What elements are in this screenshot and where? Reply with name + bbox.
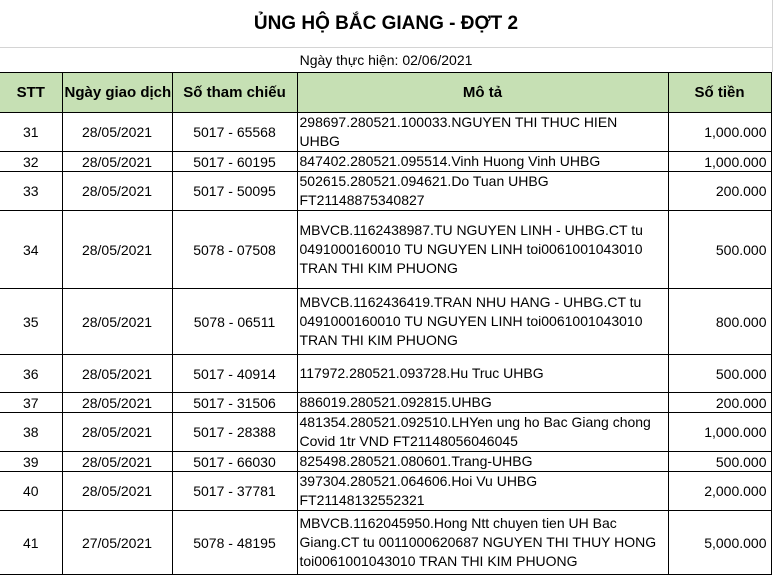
cell-date[interactable]: 28/05/2021 [61,288,173,355]
column-header-date[interactable]: Ngày giao dịch [61,72,173,113]
cell-description[interactable]: 825498.280521.080601.Trang-UHBG [296,451,669,472]
cell-date[interactable]: 28/05/2021 [61,471,173,511]
cell-description[interactable]: 847402.280521.095514.Vinh Huong Vinh UHB… [296,151,669,172]
cell-stt[interactable]: 34 [0,210,63,289]
header-row: STT Ngày giao dịch Số tham chiếu Mô tả S… [0,72,772,113]
cell-date[interactable]: 28/05/2021 [61,171,173,211]
cell-reference[interactable]: 5078 - 48195 [171,510,298,575]
cell-amount[interactable]: 1,000.000 [667,112,772,152]
cell-date[interactable]: 28/05/2021 [61,392,173,413]
cell-description[interactable]: 502615.280521.094621.Do Tuan UHBG FT2114… [296,171,669,211]
cell-date[interactable]: 28/05/2021 [61,354,173,393]
cell-amount[interactable]: 200.000 [667,171,772,211]
cell-description[interactable]: 298697.280521.100033.NGUYEN THI THUC HIE… [296,112,669,152]
cell-stt[interactable]: 32 [0,151,63,172]
table-row: 31 28/05/2021 5017 - 65568 298697.280521.10… [0,112,772,152]
cell-description[interactable]: 397304.280521.064606.Hoi Vu UHBG FT21148… [296,471,669,511]
cell-amount[interactable]: 800.000 [667,288,772,355]
cell-reference[interactable]: 5017 - 50095 [171,171,298,211]
cell-date[interactable]: 28/05/2021 [61,412,173,452]
table-row: 41 27/05/2021 5078 - 48195 MBVCB.1162045950… [0,510,772,575]
column-header-amount[interactable]: Số tiền [667,72,772,113]
cell-reference[interactable]: 5078 - 06511 [171,288,298,355]
cell-date[interactable]: 28/05/2021 [61,451,173,472]
cell-reference[interactable]: 5017 - 28388 [171,412,298,452]
cell-reference[interactable]: 5017 - 40914 [171,354,298,393]
table-row: 33 28/05/2021 5017 - 50095 502615.280521.09… [0,171,772,211]
donation-table: STT Ngày giao dịch Số tham chiếu Mô tả S… [0,72,772,575]
cell-stt[interactable]: 40 [0,471,63,511]
table-row: 34 28/05/2021 5078 - 07508 MBVCB.1162438987… [0,210,772,289]
cell-reference[interactable]: 5078 - 07508 [171,210,298,289]
cell-description[interactable]: 117972.280521.093728.Hu Truc UHBG [296,354,669,393]
cell-reference[interactable]: 5017 - 60195 [171,151,298,172]
cell-stt[interactable]: 38 [0,412,63,452]
cell-stt[interactable]: 37 [0,392,63,413]
cell-amount[interactable]: 500.000 [667,354,772,393]
cell-amount[interactable]: 200.000 [667,392,772,413]
table-row: 35 28/05/2021 5078 - 06511 MBVCB.1162436419… [0,288,772,355]
cell-amount[interactable]: 1,000.000 [667,412,772,452]
table-row: 36 28/05/2021 5017 - 40914 117972.280521.09… [0,354,772,393]
cell-reference[interactable]: 5017 - 65568 [171,112,298,152]
cell-amount[interactable]: 500.000 [667,451,772,472]
table-row: 38 28/05/2021 5017 - 28388 481354.280521.09… [0,412,772,452]
cell-description[interactable]: MBVCB.1162436419.TRAN NHU HANG - UHBG.CT… [296,288,669,355]
column-header-description[interactable]: Mô tả [296,72,669,113]
cell-date[interactable]: 27/05/2021 [61,510,173,575]
table-row: 37 28/05/2021 5017 - 31506 886019.280521.09… [0,392,772,413]
cell-date[interactable]: 28/05/2021 [61,151,173,172]
table-row: 39 28/05/2021 5017 - 66030 825498.280521.08… [0,451,772,472]
cell-date[interactable]: 28/05/2021 [61,210,173,289]
table-row: 40 28/05/2021 5017 - 37781 397304.280521.06… [0,471,772,511]
cell-stt[interactable]: 36 [0,354,63,393]
cell-reference[interactable]: 5017 - 37781 [171,471,298,511]
cell-stt[interactable]: 33 [0,171,63,211]
cell-description[interactable]: 481354.280521.092510.LHYen ung ho Bac Gi… [296,412,669,452]
sheet-title: ỦNG HỘ BẮC GIANG - ĐỢT 2 [0,0,773,48]
cell-reference[interactable]: 5017 - 66030 [171,451,298,472]
cell-description[interactable]: MBVCB.1162438987.TU NGUYEN LINH - UHBG.C… [296,210,669,289]
cell-reference[interactable]: 5017 - 31506 [171,392,298,413]
execution-date: Ngày thực hiện: 02/06/2021 [0,48,773,72]
column-header-reference[interactable]: Số tham chiếu [171,72,298,113]
column-header-stt[interactable]: STT [0,72,63,113]
table-row: 32 28/05/2021 5017 - 60195 847402.280521.09… [0,151,772,172]
cell-description[interactable]: 886019.280521.092815.UHBG [296,392,669,413]
cell-date[interactable]: 28/05/2021 [61,112,173,152]
cell-amount[interactable]: 1,000.000 [667,151,772,172]
cell-stt[interactable]: 39 [0,451,63,472]
cell-stt[interactable]: 35 [0,288,63,355]
cell-amount[interactable]: 5,000.000 [667,510,772,575]
cell-stt[interactable]: 31 [0,112,63,152]
cell-description[interactable]: MBVCB.1162045950.Hong Ntt chuyen tien UH… [296,510,669,575]
cell-amount[interactable]: 2,000.000 [667,471,772,511]
cell-stt[interactable]: 41 [0,510,63,575]
cell-amount[interactable]: 500.000 [667,210,772,289]
